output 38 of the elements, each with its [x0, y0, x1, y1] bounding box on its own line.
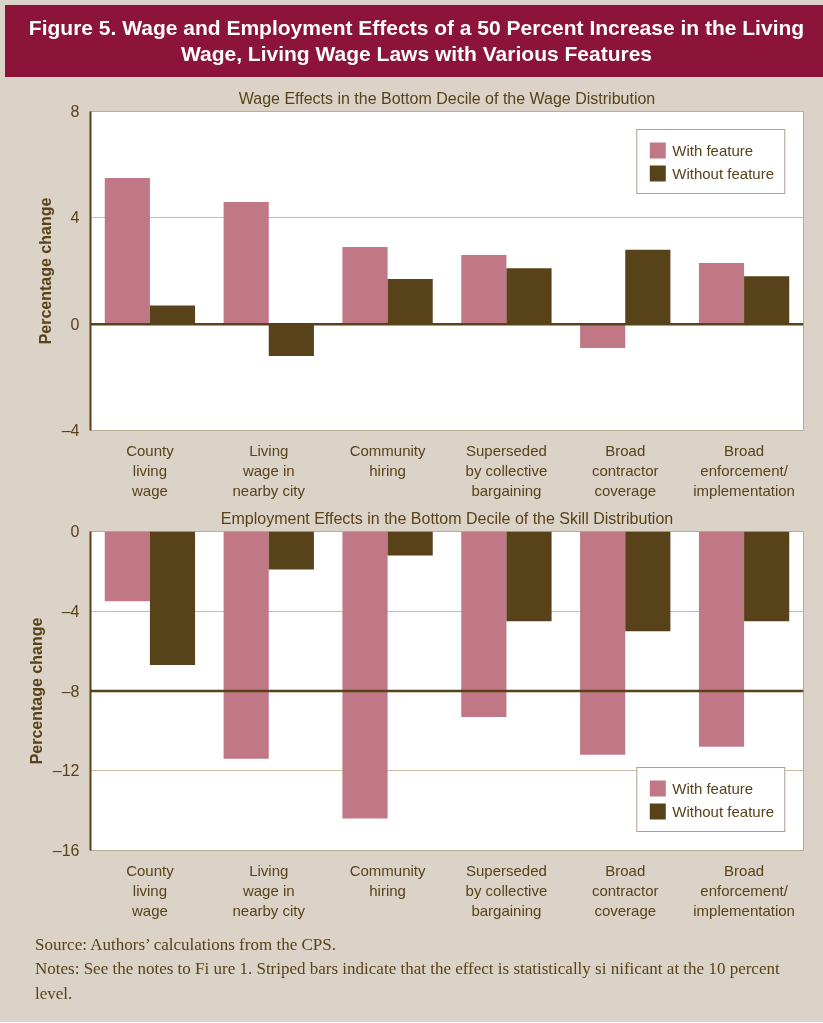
bar [104, 177, 150, 325]
bar [461, 255, 507, 325]
y-tick-label: 4 [70, 209, 80, 227]
y-tick-label: –4 [61, 602, 80, 620]
x-tick-label: Broad enforcement/ implementation [693, 861, 795, 920]
y-tick-label: 0 [70, 523, 80, 540]
chart-title: Employment Effects in the Bottom Decile of the Skill Distribution [220, 509, 674, 527]
legend-label: With feature [672, 141, 754, 159]
x-tick-label: Superseded by collective bargaining [465, 861, 548, 920]
text: Notes: See the notes to Fi ure 1. Striped bars indicate that the effect is statistically si nificant at the 10 percent level. [35, 959, 780, 1003]
y-axis-title: Percentage change [36, 197, 54, 345]
y-tick-label: –16 [52, 842, 80, 859]
x-tick-label: Community hiring [349, 441, 427, 479]
legend-label: Without feature [672, 802, 774, 820]
x-tick-label: Broad contractor coverage [591, 441, 659, 500]
x-tick-label: Living wage in nearby city [232, 441, 306, 500]
y-tick-label: –12 [52, 762, 80, 780]
bar [342, 247, 388, 325]
y-tick-label: –8 [61, 682, 80, 700]
bar [698, 263, 745, 325]
x-tick-label: Community hiring [349, 861, 427, 899]
legend-label: Without feature [672, 164, 774, 182]
bar [223, 201, 269, 325]
chart-subtitle: Wage Effects in the Bottom Decile of the Wage Distribution [238, 89, 656, 107]
y-tick-label: 0 [70, 315, 80, 333]
bar [580, 324, 626, 349]
y-tick-label: –4 [61, 422, 80, 439]
x-tick-label: County living wage [126, 441, 175, 500]
y-axis-title: Percentage change [27, 617, 45, 765]
x-tick-label: Living wage in nearby city [232, 861, 306, 920]
chart-title: Figure 5. Wage and Employment Effects of a 50 Percent Increase in the Living Wage, Living Wage Laws with Various Features [27, 15, 806, 68]
x-tick-label: Superseded by collective bargaining [465, 441, 548, 500]
x-tick-label: Broad enforcement/ implementation [693, 441, 795, 500]
legend-label: With feature [672, 779, 754, 797]
x-tick-label: County living wage [126, 861, 175, 920]
source-note: Source: Authors’ calculations from the CPS. [35, 935, 336, 954]
y-tick-label: 8 [70, 103, 80, 120]
x-tick-label: Broad contractor coverage [591, 861, 659, 920]
